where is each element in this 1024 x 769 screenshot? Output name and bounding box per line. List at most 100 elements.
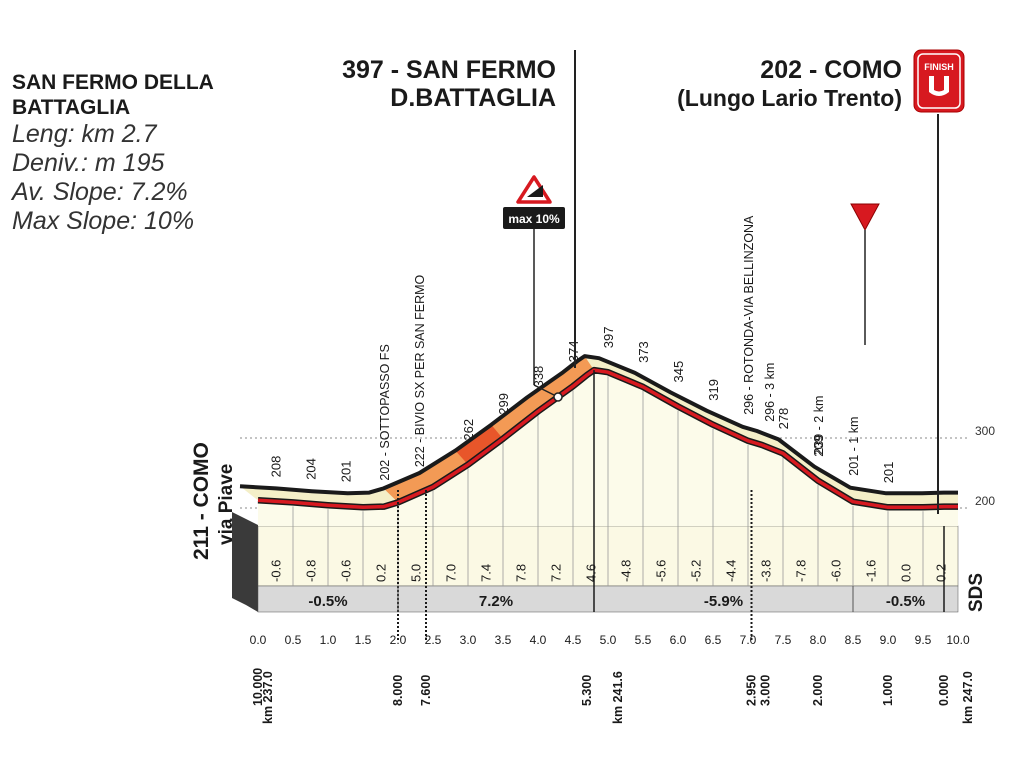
x-tick-label: 4.0 — [530, 633, 547, 647]
finish-flag-icon: FINISH — [913, 49, 965, 113]
last-km-marker — [850, 203, 880, 345]
section-average: -5.9% — [704, 593, 743, 610]
steep-slope-icon — [516, 175, 552, 204]
place-label: 296 - ROTONDA-VIA BELLINZONA — [742, 215, 756, 415]
km-to-go-label: 1.000 — [881, 675, 895, 706]
climb-info-panel: SAN FERMO DELLA BATTAGLIA Leng: km 2.7 D… — [12, 70, 242, 236]
segment-gradient: 4.6 — [584, 564, 599, 582]
segment-gradient: -5.6 — [654, 560, 669, 582]
segment-gradient: -4.4 — [724, 560, 739, 582]
altitude-label: 204 — [304, 458, 319, 480]
x-tick-label: 1.0 — [320, 633, 337, 647]
summit-subtitle: D.BATTAGLIA — [390, 84, 556, 112]
x-tick-label: 2.0 — [390, 633, 407, 647]
x-tick-label: 8.5 — [845, 633, 862, 647]
max-slope-marker: max 10% — [503, 175, 565, 402]
finish-badge-text: FINISH — [924, 62, 954, 72]
climb-name: SAN FERMO DELLA BATTAGLIA — [12, 71, 214, 119]
place-label: 201 - 1 km — [847, 417, 861, 476]
x-tick-label: 5.5 — [635, 633, 652, 647]
segment-gradient: -3.8 — [759, 560, 774, 582]
segment-gradient: 5.0 — [409, 564, 424, 582]
segment-gradient: 7.4 — [479, 564, 494, 582]
altitude-label: 209 — [811, 435, 826, 457]
x-tick-label: 10.0 — [946, 633, 970, 647]
x-tick-label: 7.0 — [740, 633, 757, 647]
profile-line — [257, 368, 958, 510]
altitude-label: 345 — [671, 361, 686, 383]
place-label: 239 - 2 km — [812, 396, 826, 455]
altitude-label: 299 — [496, 393, 511, 415]
place-label: 296 - 3 km — [763, 363, 777, 422]
climb-average-slope: Av. Slope: 7.2% — [12, 178, 188, 206]
x-tick-label: 6.0 — [670, 633, 687, 647]
climb-elevation-gain: Deniv.: m 195 — [12, 149, 165, 177]
x-tick-label: 9.0 — [880, 633, 897, 647]
max-slope-label: max 10% — [508, 212, 560, 226]
altitude-label: 278 — [776, 408, 791, 430]
segment-gradient: 7.2 — [549, 564, 564, 582]
segment-gradient: -0.8 — [304, 560, 319, 582]
segment-gradient: 7.0 — [444, 564, 459, 582]
x-tick-label: 1.5 — [355, 633, 372, 647]
x-tick-label: 3.0 — [460, 633, 477, 647]
start-subtitle: via Piave — [216, 464, 237, 545]
x-tick-label: 9.5 — [915, 633, 932, 647]
section-average: 7.2% — [479, 593, 513, 610]
altitude-label: 262 — [461, 419, 476, 441]
section-average-band — [257, 585, 959, 613]
x-tick-label: 8.0 — [810, 633, 827, 647]
km-to-go-label: 8.000 — [391, 675, 405, 706]
x-tick-label: 4.5 — [565, 633, 582, 647]
km-to-go-label: 7.600 — [419, 675, 433, 706]
start-title: 211 - COMO — [190, 442, 213, 560]
altitude-label: 373 — [636, 341, 651, 363]
climb-max-slope: Max Slope: 10% — [12, 207, 195, 235]
km-to-go-label: 2.000 — [811, 675, 825, 706]
segment-gradient: 0.2 — [374, 564, 389, 582]
race-km-label: km 237.0 — [261, 671, 275, 724]
red-triangle-icon — [850, 203, 880, 232]
x-tick-label: 6.5 — [705, 633, 722, 647]
climb-length: Leng: km 2.7 — [12, 120, 157, 148]
altitude-label: 201 — [881, 462, 896, 484]
x-tick-label: 2.5 — [425, 633, 442, 647]
km-to-go-label: 2.950 — [745, 675, 759, 706]
segment-gradient: 0.0 — [899, 564, 914, 582]
altitude-label: 319 — [706, 379, 721, 401]
segment-gradient: 0.2 — [934, 564, 949, 582]
profile-top-edge — [239, 354, 958, 496]
altitude-label: 397 — [601, 326, 616, 348]
segment-gradient: 7.8 — [514, 564, 529, 582]
sds-logo: SDS — [966, 573, 987, 612]
start-side-panel — [232, 512, 258, 612]
section-average: -0.5% — [886, 593, 925, 610]
segment-gradient: -1.6 — [864, 560, 879, 582]
segment-gradient: -0.6 — [339, 560, 354, 582]
segment-gradient: -4.8 — [619, 560, 634, 582]
summit-title: 397 - SAN FERMO — [342, 56, 556, 84]
km-to-go-label: 10.000 — [251, 668, 265, 706]
altitude-label: 374 — [566, 340, 581, 362]
x-tick-label: 3.5 — [495, 633, 512, 647]
km-to-go-label: 0.000 — [937, 675, 951, 706]
finish-subtitle: (Lungo Lario Trento) — [677, 85, 902, 111]
altitude-label: 208 — [269, 456, 284, 478]
x-tick-label: 7.5 — [775, 633, 792, 647]
km-to-go-label: 5.300 — [580, 675, 594, 706]
race-km-label: km 241.6 — [611, 671, 625, 724]
section-average: -0.5% — [308, 593, 347, 610]
reference-label-200: 200 — [975, 494, 995, 508]
steepest-surface — [455, 424, 503, 465]
altitude-label: 201 — [339, 461, 354, 483]
place-label: 222 - BIVIO SX PER SAN FERMO — [413, 274, 427, 467]
x-tick-label: 0.0 — [250, 633, 267, 647]
segment-gradient: -5.2 — [689, 560, 704, 582]
reference-label-300: 300 — [975, 424, 995, 438]
place-label: 202 - SOTTOPASSO FS — [378, 344, 392, 480]
x-tick-label: 0.5 — [285, 633, 302, 647]
race-km-label: km 247.0 — [961, 671, 975, 724]
km-to-go-label: 3.000 — [759, 675, 773, 706]
x-tick-label: 5.0 — [600, 633, 617, 647]
